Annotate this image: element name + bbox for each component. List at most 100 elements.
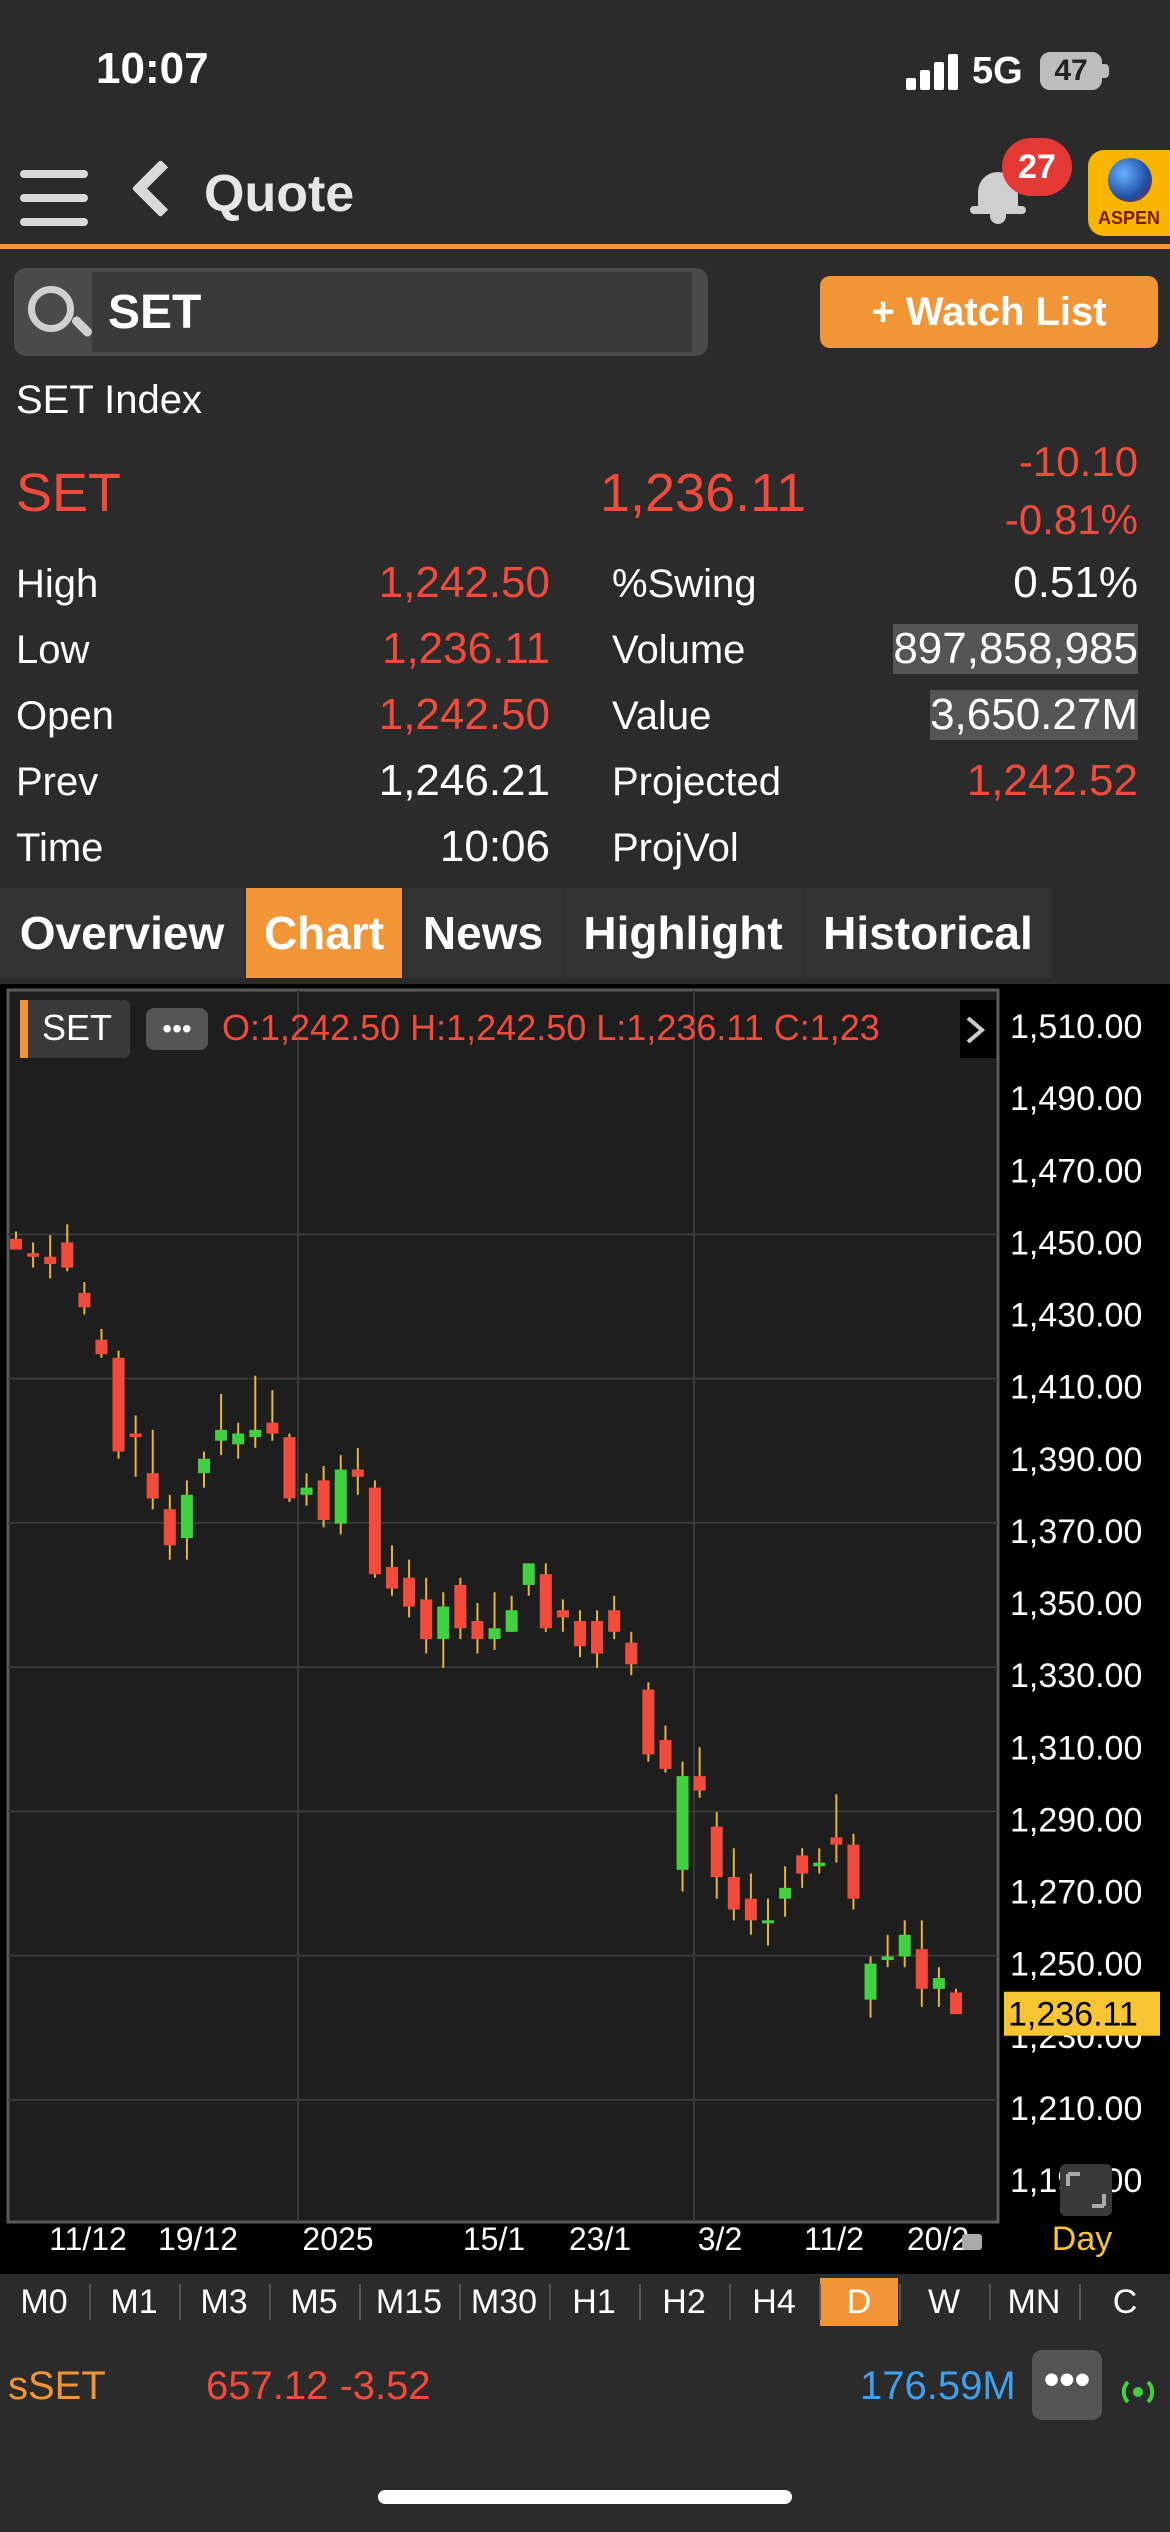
stat-swing-value: 0.51% [1013, 558, 1138, 607]
candle-body [334, 1469, 347, 1524]
tab-highlight[interactable]: Highlight [564, 888, 802, 978]
tab-historical[interactable]: Historical [804, 888, 1052, 978]
stat-projected-label: Projected [612, 760, 781, 804]
timeframe-m30[interactable]: M30 [470, 2283, 538, 2321]
battery-icon: 47 [1040, 52, 1102, 90]
x-axis-label: 23/1 [569, 2221, 631, 2257]
y-axis-label: 1,350.00 [1010, 1585, 1142, 1623]
candle-body [300, 1487, 313, 1495]
tab-overview[interactable]: Overview [0, 888, 244, 978]
timeframe-c[interactable]: C [1112, 2283, 1138, 2321]
candle-body [796, 1855, 809, 1874]
signal-bars-icon [906, 54, 958, 90]
candle-body [488, 1628, 501, 1640]
chevron-right-icon[interactable] [966, 1016, 986, 1044]
candle-body [659, 1740, 672, 1769]
candle-body [44, 1256, 57, 1265]
home-indicator[interactable] [378, 2490, 792, 2504]
bell-icon-clapper [990, 214, 1006, 224]
chart-canvas[interactable]: 1,510.00 1,490.00 1,470.00 1,450.00 1,430.00… [0, 984, 1170, 2274]
stat-high-value: 1,242.50 [378, 558, 550, 607]
timeframe-separator [989, 2284, 991, 2320]
candle-body [471, 1621, 484, 1640]
aspen-logo[interactable]: ASPEN [1088, 150, 1170, 236]
y-axis-label: 1,310.00 [1010, 1729, 1142, 1767]
candle-body [642, 1689, 655, 1755]
ohlc-readout: O:1,242.50 H:1,242.50 L:1,236.11 C:1,23 [222, 1007, 880, 1048]
timeframe-m5[interactable]: M5 [290, 2283, 338, 2321]
timeframe-separator [459, 2284, 461, 2320]
ticker-symbol[interactable]: sSET [8, 2364, 106, 2408]
candle-body [215, 1429, 228, 1441]
symbol-tag-accent [20, 1000, 28, 1058]
candle-body [403, 1577, 416, 1607]
price-change-percent: -0.81% [1004, 496, 1138, 543]
plot-area[interactable] [6, 988, 1000, 2224]
search-icon[interactable] [28, 286, 74, 332]
ticker-more-button[interactable]: ••• [1032, 2350, 1102, 2420]
globe-icon [1108, 158, 1152, 202]
y-axis-label: 1,510.00 [1010, 1008, 1142, 1046]
timeframe-m15[interactable]: M15 [375, 2283, 443, 2321]
y-axis-label: 1,450.00 [1010, 1224, 1142, 1262]
timeframe-separator [549, 2284, 551, 2320]
last-price-marker [1004, 1991, 1160, 2036]
tab-chart[interactable]: Chart [246, 888, 402, 978]
stat-projected-value: 1,242.52 [966, 756, 1138, 805]
ticker-bar [0, 2334, 1170, 2434]
timeframe-m1[interactable]: M1 [110, 2283, 158, 2321]
y-axis-label: 1,410.00 [1010, 1369, 1142, 1407]
candle-body [368, 1487, 381, 1575]
symbol-search-input[interactable] [92, 272, 692, 352]
symbol-tag-box[interactable] [20, 1000, 130, 1058]
x-axis-label: 20/2 [907, 2221, 969, 2257]
candle-body [710, 1826, 723, 1878]
price-chart[interactable]: 1,510.00 1,490.00 1,470.00 1,450.00 1,430.00… [0, 984, 1170, 2274]
ticker-value: 657.12 -3.52 [206, 2364, 431, 2408]
timeframe-m3[interactable]: M3 [200, 2283, 248, 2321]
timeframe-h1[interactable]: H1 [572, 2283, 616, 2321]
stat-projvol-label: ProjVol [612, 826, 739, 870]
bell-icon-base [970, 206, 1026, 214]
timeframe-separator [179, 2284, 181, 2320]
network-type: 5G [972, 50, 1023, 92]
candle-body [129, 1433, 142, 1438]
tab-news[interactable]: News [404, 888, 562, 978]
y-axis-label: 1,470.00 [1010, 1152, 1142, 1190]
expand-icon[interactable] [1060, 2164, 1112, 2216]
add-watchlist-button[interactable]: + Watch List [820, 276, 1158, 348]
notification-badge[interactable]: 27 [1002, 138, 1072, 196]
chart-more-button[interactable] [146, 1008, 208, 1050]
candle-body [27, 1253, 40, 1257]
x-axis-label: 11/2 [804, 2221, 864, 2257]
stat-low-label: Low [16, 628, 90, 672]
timeframe-h4[interactable]: H4 [752, 2283, 796, 2321]
candle-body [163, 1509, 176, 1546]
x-axis-label: 19/12 [158, 2221, 238, 2257]
stat-open-label: Open [16, 694, 114, 738]
timeframe-d[interactable]: D [820, 2278, 898, 2326]
timeframe-h2[interactable]: H2 [662, 2283, 706, 2321]
timeframe-w[interactable]: W [927, 2283, 961, 2321]
quote-symbol: SET [16, 463, 122, 523]
candle-body [932, 1978, 945, 1989]
x-axis-label: 15/1 [463, 2221, 525, 2257]
timeframe-bar: M0 M1 M3 M5 M15 M30 H1 H2 H4 D W MN C [0, 2278, 1170, 2326]
stat-low-value: 1,236.11 [381, 624, 550, 673]
stat-value-value: 3,650.27M [930, 690, 1138, 740]
candle-body [198, 1458, 210, 1474]
candle-body [10, 1238, 22, 1250]
stat-open-value: 1,242.50 [378, 690, 550, 739]
battery-nub [1102, 64, 1109, 78]
stat-high-label: High [16, 562, 99, 606]
timeframe-mn[interactable]: MN [1007, 2283, 1061, 2321]
status-time: 10:07 [96, 44, 209, 93]
candle-body [78, 1292, 91, 1308]
candle-body [830, 1837, 843, 1845]
candle-body [249, 1429, 262, 1438]
timeframe-m0[interactable]: M0 [20, 2283, 68, 2321]
stat-prev-label: Prev [16, 760, 99, 804]
logo-text: ASPEN [1097, 208, 1160, 228]
hamburger-menu-icon[interactable] [0, 168, 100, 232]
candle-body [386, 1566, 398, 1589]
